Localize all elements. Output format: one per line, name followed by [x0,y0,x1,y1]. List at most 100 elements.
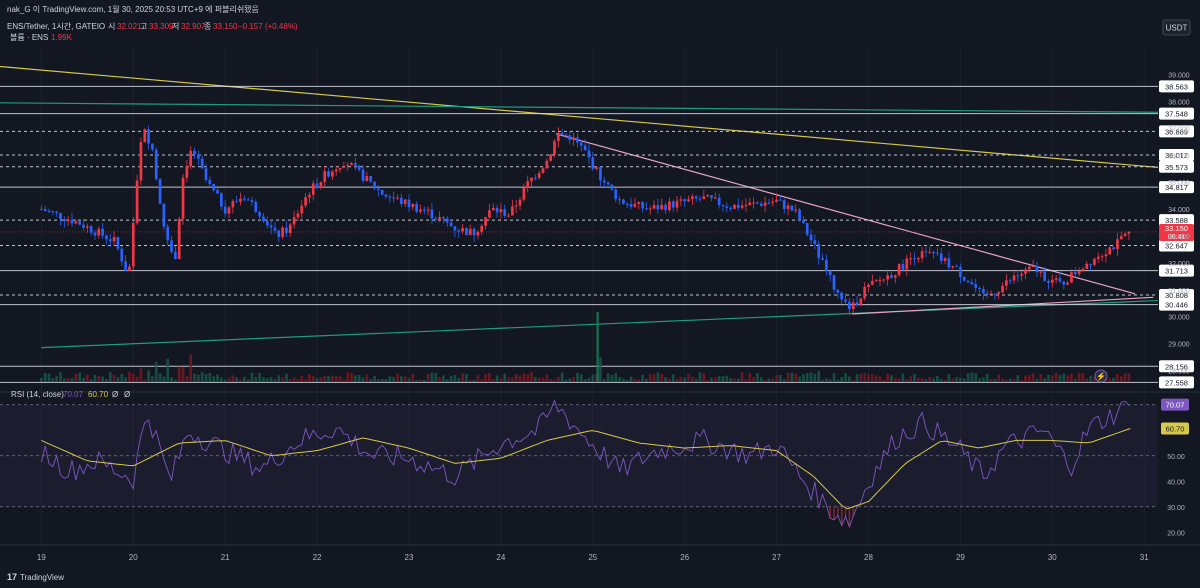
candle[interactable] [407,199,411,208]
candle[interactable] [962,276,966,281]
candle[interactable] [890,275,893,278]
candle[interactable] [1127,231,1131,234]
candle[interactable] [645,208,648,210]
candle[interactable] [982,288,985,294]
candle[interactable] [978,288,981,290]
candle[interactable] [1119,236,1123,240]
candle[interactable] [396,197,399,199]
candle[interactable] [262,216,265,222]
candle[interactable] [936,252,939,254]
candle[interactable] [154,149,158,180]
candle[interactable] [411,203,415,208]
candle[interactable] [602,180,606,183]
candle[interactable] [1062,281,1066,285]
candle[interactable] [465,228,468,236]
candle[interactable] [369,175,373,182]
candle[interactable] [564,134,568,136]
candle[interactable] [480,225,484,232]
candle[interactable] [725,206,729,208]
candle[interactable] [197,154,200,159]
candle[interactable] [308,194,311,198]
candle[interactable] [507,215,510,217]
candle[interactable] [993,293,997,295]
candle[interactable] [997,292,1001,295]
candle[interactable] [675,200,679,208]
candle[interactable] [633,203,637,207]
candle[interactable] [334,169,338,172]
candle[interactable] [250,200,254,202]
candle[interactable] [687,199,690,202]
candle[interactable] [794,209,798,211]
candle[interactable] [798,209,801,221]
candle[interactable] [553,141,556,155]
candle[interactable] [327,171,330,177]
candle[interactable] [426,209,430,211]
candle[interactable] [541,168,545,173]
candle[interactable] [365,175,369,181]
candle[interactable] [55,211,59,214]
candle[interactable] [702,196,706,200]
candle[interactable] [740,205,744,208]
candle[interactable] [897,264,901,276]
candle[interactable] [449,222,453,227]
pink-ascending-line[interactable] [851,296,1154,315]
candle[interactable] [985,293,989,295]
candle[interactable] [51,211,55,213]
candle[interactable] [530,177,533,182]
candle[interactable] [108,239,112,242]
candle[interactable] [821,258,824,260]
candle[interactable] [576,137,579,143]
currency-badge[interactable]: USDT [1162,19,1191,36]
candle[interactable] [928,252,932,254]
candle[interactable] [315,183,319,188]
candle[interactable] [468,228,472,236]
candle[interactable] [713,197,717,199]
candle[interactable] [131,222,135,267]
candle[interactable] [112,236,116,242]
candle[interactable] [694,196,698,199]
candle[interactable] [855,302,859,306]
yellow-trendline[interactable] [0,65,1159,168]
candle[interactable] [354,163,357,166]
candle[interactable] [805,222,809,235]
candle[interactable] [499,209,503,213]
candle[interactable] [212,184,216,191]
candle[interactable] [1089,263,1092,265]
candle[interactable] [545,160,549,169]
candle[interactable] [522,187,526,200]
candle[interactable] [947,258,951,268]
green-support-line[interactable] [41,299,1159,349]
candle[interactable] [1123,233,1127,237]
candle[interactable] [384,194,388,197]
candle[interactable] [388,196,392,198]
candle[interactable] [756,202,759,204]
candle[interactable] [488,210,491,218]
candle[interactable] [419,209,422,212]
candle[interactable] [759,203,763,206]
candle[interactable] [560,132,564,135]
candle[interactable] [357,165,361,170]
candle[interactable] [246,199,250,201]
candle[interactable] [579,142,583,146]
candle[interactable] [503,209,507,216]
candle[interactable] [223,206,227,214]
candle[interactable] [618,199,621,201]
candle[interactable] [124,261,127,271]
candle[interactable] [235,201,238,203]
candle[interactable] [767,202,771,204]
candle[interactable] [85,226,89,228]
candle[interactable] [733,204,736,209]
candle[interactable] [809,234,813,241]
candle[interactable] [43,209,47,212]
rsi-legend[interactable]: RSI (14, close) 70.07 60.70 Ø Ø [11,390,130,399]
candle[interactable] [204,168,208,180]
rsi-line[interactable] [40,399,1130,529]
candle[interactable] [920,251,924,259]
candle[interactable] [476,231,480,236]
candle[interactable] [771,201,775,203]
candle[interactable] [641,201,644,209]
candle[interactable] [863,286,867,299]
candle[interactable] [534,177,537,179]
candle[interactable] [78,221,81,225]
